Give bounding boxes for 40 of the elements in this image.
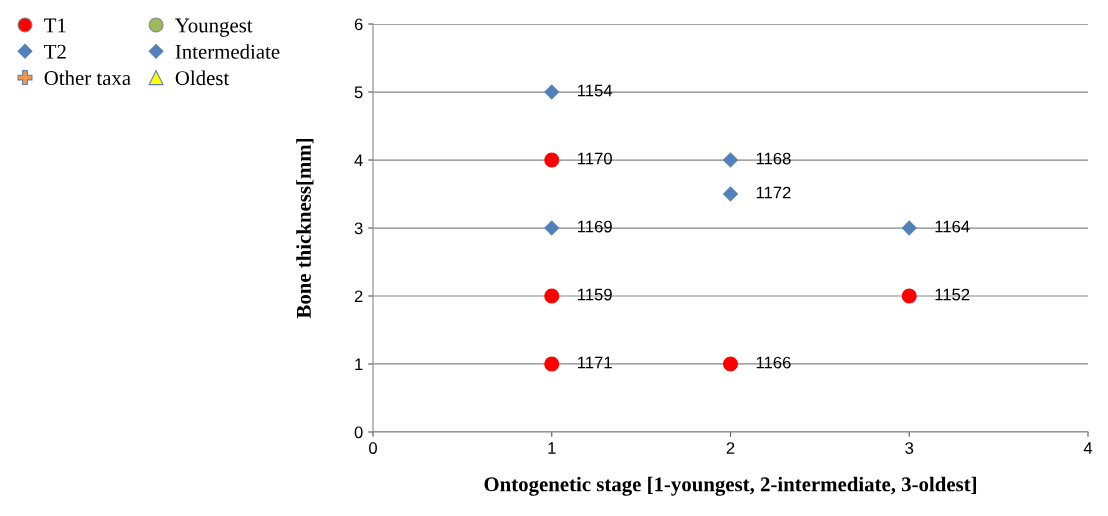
annotation: 1164: [935, 220, 970, 233]
x-tick-label: 2: [726, 442, 735, 454]
x-tick-label: 4: [1083, 442, 1093, 454]
point: [544, 152, 560, 168]
legend-label: T1: [44, 18, 66, 33]
annotation: 1152: [935, 288, 970, 301]
point: [544, 220, 560, 236]
annotation: 1172: [756, 186, 791, 199]
x-axis-title: Ontogenetic stage [1-youngest, 2-intermediate, 3-oldest]: [484, 476, 977, 496]
annotation: 1159: [578, 288, 612, 301]
annotation: 1168: [756, 152, 791, 165]
annotation: 1154: [578, 84, 613, 97]
annotation: 1166: [756, 356, 791, 369]
point: [544, 288, 560, 304]
x-tick-label: 1: [548, 442, 556, 454]
y-tick-label: 4: [354, 154, 363, 167]
point: [901, 220, 917, 236]
point: [723, 186, 738, 202]
y-tick-label: 2: [354, 290, 363, 303]
point: [901, 288, 917, 304]
annotation: 1170: [578, 152, 612, 165]
legend-label: Youngest: [175, 18, 253, 37]
legend-label: Intermediate: [175, 44, 280, 59]
y-tick-label: 1: [355, 358, 363, 371]
legend-label: Oldest: [175, 70, 230, 86]
y-tick-label: 6: [354, 18, 363, 31]
annotation: 1169: [578, 220, 612, 233]
point: [544, 84, 560, 100]
point: [723, 356, 738, 372]
legend-label: T2: [44, 44, 66, 59]
legend-label: Other taxa: [44, 70, 131, 86]
annotation: 1171: [578, 356, 612, 369]
x-tick-label: 0: [369, 442, 377, 454]
point: [723, 152, 738, 168]
y-tick-label: 5: [354, 86, 363, 99]
y-tick-label: 0: [354, 426, 363, 439]
y-axis-title: Bone thickness[mm]: [296, 138, 314, 319]
y-tick-label: 3: [354, 222, 363, 235]
x-tick-label: 3: [905, 442, 914, 454]
point: [544, 356, 560, 372]
